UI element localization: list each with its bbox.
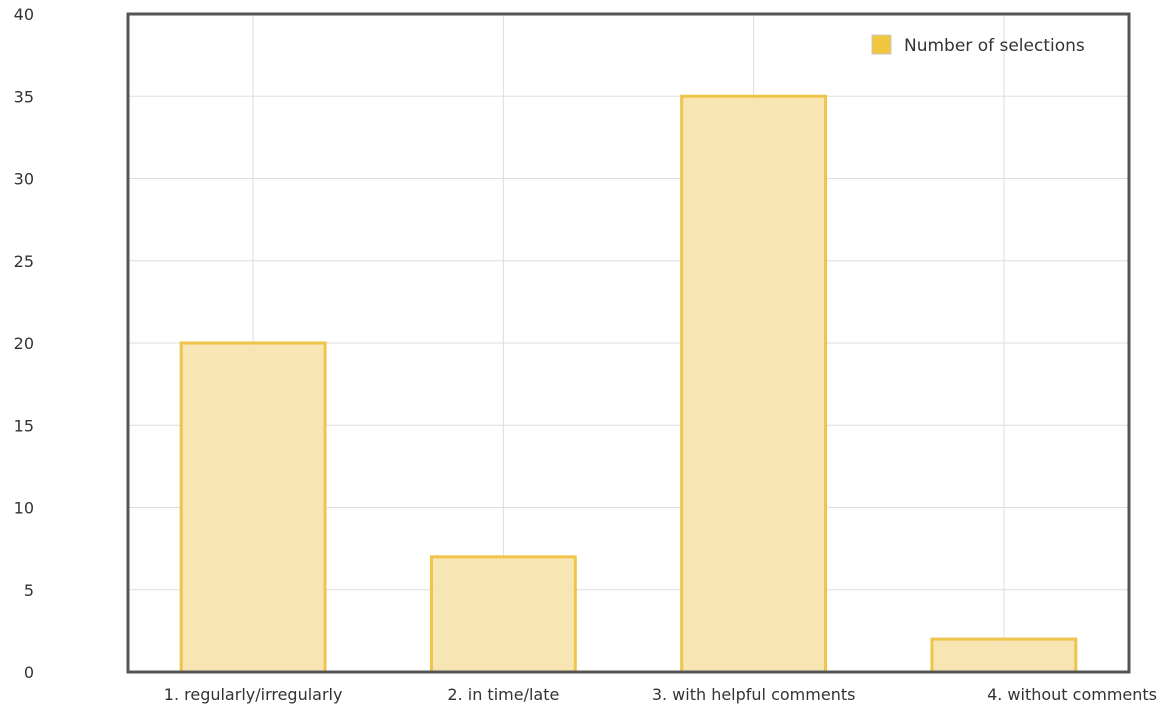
x-tick-label: 2. in time/late [447,685,559,704]
bar-layer [179,94,1078,674]
y-axis-ticks: 0 5 10 15 20 25 30 35 40 [14,5,34,682]
legend-swatch [871,34,892,55]
bar [429,555,577,674]
y-tick-label: 15 [14,416,34,435]
x-tick-label: 3. with helpful comments [652,685,856,704]
y-tick-label: 35 [14,87,34,106]
x-axis-ticks: 1. regularly/irregularly 2. in time/late 3… [164,685,1157,704]
y-tick-label: 10 [14,499,34,518]
legend-label: Number of selections [904,36,1085,56]
y-tick-label: 30 [14,170,34,189]
y-tick-label: 20 [14,334,34,353]
bar [680,94,828,674]
y-tick-label: 0 [24,663,34,682]
legend: Number of selections [871,34,1085,56]
plot-frame [126,12,1131,674]
x-tick-label: 1. regularly/irregularly [164,685,343,704]
y-tick-label: 5 [24,581,34,600]
y-tick-label: 40 [14,5,34,24]
y-tick-label: 25 [14,252,34,271]
bar [930,637,1078,674]
x-tick-label: 4. without comments [987,685,1157,704]
bar [179,341,327,674]
